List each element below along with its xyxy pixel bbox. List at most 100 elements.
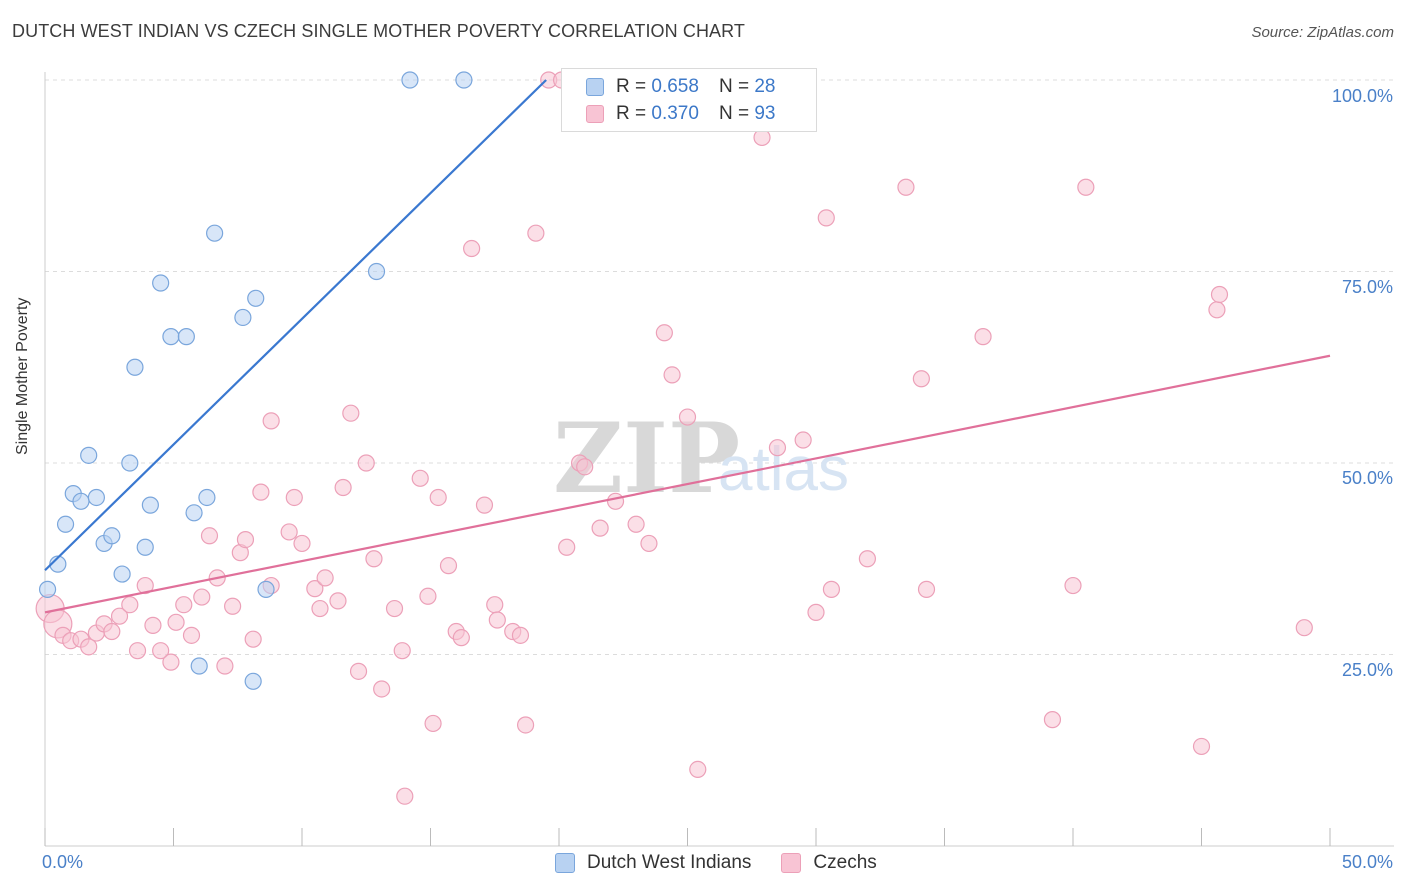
series-swatch-blue bbox=[555, 853, 575, 873]
czech-point bbox=[193, 588, 211, 606]
czech-trend-line bbox=[44, 354, 1331, 614]
czech-point bbox=[262, 412, 280, 430]
czech-point bbox=[917, 580, 936, 598]
czech-point bbox=[216, 657, 234, 675]
czech-point bbox=[396, 787, 414, 805]
czech-point bbox=[516, 716, 535, 734]
czech-point bbox=[329, 592, 347, 610]
czech-point bbox=[488, 611, 506, 629]
series-legend-item: Dutch West Indians bbox=[555, 852, 751, 874]
czech-point bbox=[822, 580, 841, 598]
series-legend: Dutch West Indians Czechs bbox=[555, 852, 907, 874]
czech-point bbox=[897, 178, 915, 196]
czech-point bbox=[807, 603, 825, 621]
czech-point bbox=[527, 224, 545, 242]
legend-n-label: N = bbox=[718, 76, 750, 97]
czech-point bbox=[974, 328, 992, 346]
czech-point bbox=[136, 576, 154, 595]
series-legend-item: Czechs bbox=[781, 852, 877, 874]
x-tick-label-min: 0.0% bbox=[42, 852, 84, 872]
czech-point bbox=[316, 569, 334, 587]
dutch-west-indian-point bbox=[234, 308, 252, 327]
czech-point bbox=[424, 714, 442, 733]
czech-point bbox=[167, 613, 185, 631]
dutch-west-indian-point bbox=[401, 71, 419, 89]
czech-point bbox=[1295, 619, 1313, 637]
czech-point bbox=[1043, 711, 1062, 729]
dutch-west-indian-point bbox=[185, 504, 203, 522]
dutch-west-indian-point bbox=[455, 71, 473, 89]
czech-point bbox=[236, 530, 255, 549]
czech-point bbox=[306, 580, 324, 598]
x-tick-label-max: 50.0% bbox=[1341, 852, 1393, 872]
czech-point bbox=[121, 596, 139, 614]
czech-point bbox=[655, 324, 673, 342]
series-legend-label: Czechs bbox=[813, 852, 877, 873]
czech-point bbox=[768, 439, 787, 457]
dutch-west-indian-point bbox=[126, 358, 144, 376]
czech-point bbox=[1208, 301, 1226, 319]
correlation-legend: R = 0.658 N = 28 R = 0.370 N = 93 bbox=[561, 68, 817, 132]
czech-point bbox=[252, 483, 270, 501]
legend-r-value: 0.658 bbox=[651, 76, 699, 97]
legend-r-value: 0.370 bbox=[651, 103, 699, 124]
czech-point bbox=[576, 458, 594, 476]
dutch-west-indian-point bbox=[198, 488, 216, 507]
y-tick-label: 50.0% bbox=[1341, 468, 1393, 488]
czech-point bbox=[162, 653, 180, 671]
czech-point bbox=[794, 431, 812, 449]
czech-point bbox=[200, 527, 219, 545]
czech-point bbox=[663, 366, 681, 384]
czech-point bbox=[224, 597, 242, 615]
czech-point bbox=[244, 630, 262, 648]
czech-point bbox=[175, 596, 193, 614]
czech-point bbox=[486, 596, 504, 614]
dutch-west-indian-point bbox=[56, 515, 75, 533]
chart-title: DUTCH WEST INDIAN VS CZECH SINGLE MOTHER… bbox=[12, 21, 746, 41]
dutch-west-indian-point bbox=[80, 446, 98, 464]
dutch-west-indian-point bbox=[87, 488, 106, 507]
dutch-west-indian-point bbox=[257, 580, 275, 598]
czech-point bbox=[419, 587, 437, 605]
trend-lines bbox=[44, 79, 1331, 614]
dutch-west-indian-point bbox=[72, 492, 90, 510]
czech-point bbox=[182, 626, 201, 644]
czech-point bbox=[678, 408, 697, 426]
czech-point bbox=[152, 642, 170, 660]
czech-point bbox=[606, 492, 625, 510]
dutch-west-indian-point bbox=[244, 672, 262, 690]
dutch-west-indian-point bbox=[367, 262, 386, 281]
legend-row-dutch-west-indians: R = 0.658 N = 28 bbox=[586, 75, 775, 99]
dutch-west-indian-point bbox=[190, 657, 208, 675]
legend-n-value: 93 bbox=[754, 103, 776, 124]
czech-point bbox=[385, 599, 404, 618]
dutch-west-indian-point bbox=[162, 328, 180, 346]
czech-point bbox=[103, 622, 121, 641]
czech-point bbox=[439, 557, 458, 575]
czech-point bbox=[1077, 178, 1095, 196]
dutch-west-indian-point bbox=[136, 538, 154, 556]
czech-point bbox=[144, 616, 162, 634]
series-swatch-pink bbox=[781, 853, 802, 873]
dutch-west-indian-trend-line bbox=[44, 79, 547, 572]
czech-point bbox=[627, 515, 645, 533]
axes bbox=[44, 72, 1394, 847]
czech-point bbox=[511, 626, 530, 644]
legend-n-value: 28 bbox=[754, 76, 776, 97]
y-tick-label: 100.0% bbox=[1331, 86, 1393, 106]
legend-r-label: R = bbox=[616, 103, 647, 124]
legend-r-label: R = bbox=[616, 76, 647, 97]
czech-point bbox=[334, 478, 352, 497]
czech-point bbox=[912, 370, 930, 388]
legend-swatch-blue bbox=[586, 78, 604, 96]
czech-point bbox=[429, 488, 447, 507]
czech-point bbox=[591, 519, 609, 537]
dutch-west-indian-point bbox=[113, 565, 131, 583]
czech-point bbox=[393, 642, 411, 660]
czech-point bbox=[357, 454, 375, 472]
y-tick-label: 75.0% bbox=[1341, 277, 1393, 297]
dutch-west-indian-point bbox=[152, 274, 170, 292]
dutch-west-indian-point bbox=[121, 454, 139, 472]
